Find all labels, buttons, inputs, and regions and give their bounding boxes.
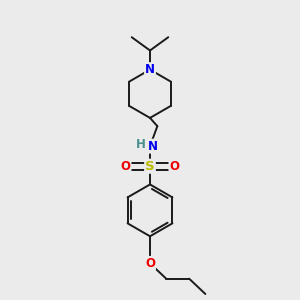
Text: N: N	[148, 140, 158, 153]
Text: O: O	[169, 160, 179, 173]
Text: O: O	[121, 160, 130, 173]
Text: S: S	[145, 160, 155, 173]
Text: N: N	[145, 63, 155, 76]
Text: O: O	[145, 257, 155, 270]
Text: H: H	[136, 138, 146, 151]
